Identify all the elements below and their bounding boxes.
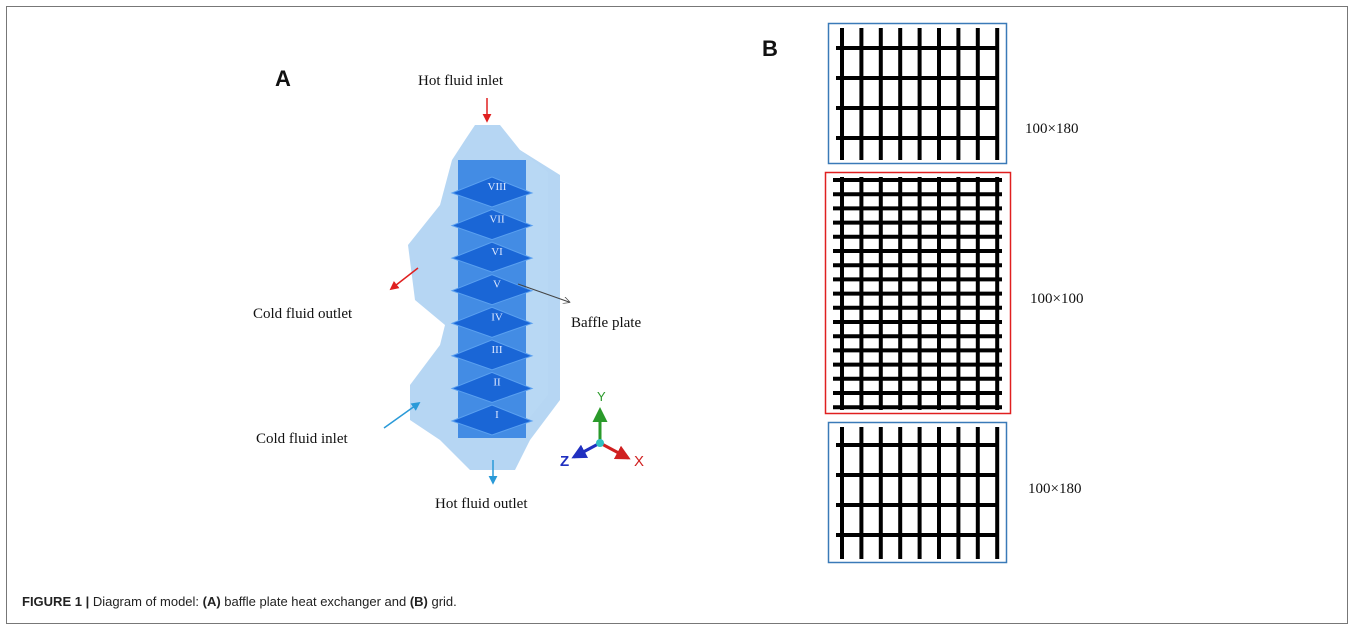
label: Baffle plate [571, 315, 641, 331]
region-label: 100×180 [1028, 481, 1081, 497]
caption: FIGURE 1 | Diagram of model: (A) baffle … [22, 594, 457, 609]
plate-label: VIII [488, 181, 507, 193]
plate-label: III [492, 344, 503, 356]
mesh: 100×180 100×100 100×180 [826, 24, 1084, 563]
caption-text: (A) [203, 594, 221, 609]
plate-label: I [495, 409, 499, 421]
axis-label: Y [597, 389, 606, 404]
label: Hot fluid outlet [435, 496, 528, 512]
plate-label: V [493, 279, 501, 291]
caption-text: Diagram of model: [89, 594, 202, 609]
panel-label: B [762, 36, 778, 61]
caption-text: grid. [428, 594, 457, 609]
frame [7, 7, 1348, 624]
plate-label: VI [491, 246, 503, 258]
plate-label: IV [491, 311, 503, 323]
axis-label: Z [560, 453, 569, 470]
figure: A VIIIVIIVIVIVIIIIII Hot fluid inlet Col… [0, 0, 1354, 631]
caption-figure: FIGURE 1 | [22, 594, 89, 609]
plate-label: II [493, 376, 501, 388]
axis-label: X [634, 453, 644, 470]
plate-label: VII [489, 214, 505, 226]
caption-text: baffle plate heat exchanger and [221, 594, 410, 609]
axes-triad: Y X Z [560, 389, 644, 470]
region-label: 100×180 [1025, 121, 1078, 137]
caption-text: (B) [410, 594, 428, 609]
region-label: 100×100 [1030, 291, 1083, 307]
label: Cold fluid inlet [256, 431, 348, 447]
panel-label: A [275, 66, 291, 91]
label: Cold fluid outlet [253, 306, 353, 322]
label: Hot fluid inlet [418, 73, 504, 89]
